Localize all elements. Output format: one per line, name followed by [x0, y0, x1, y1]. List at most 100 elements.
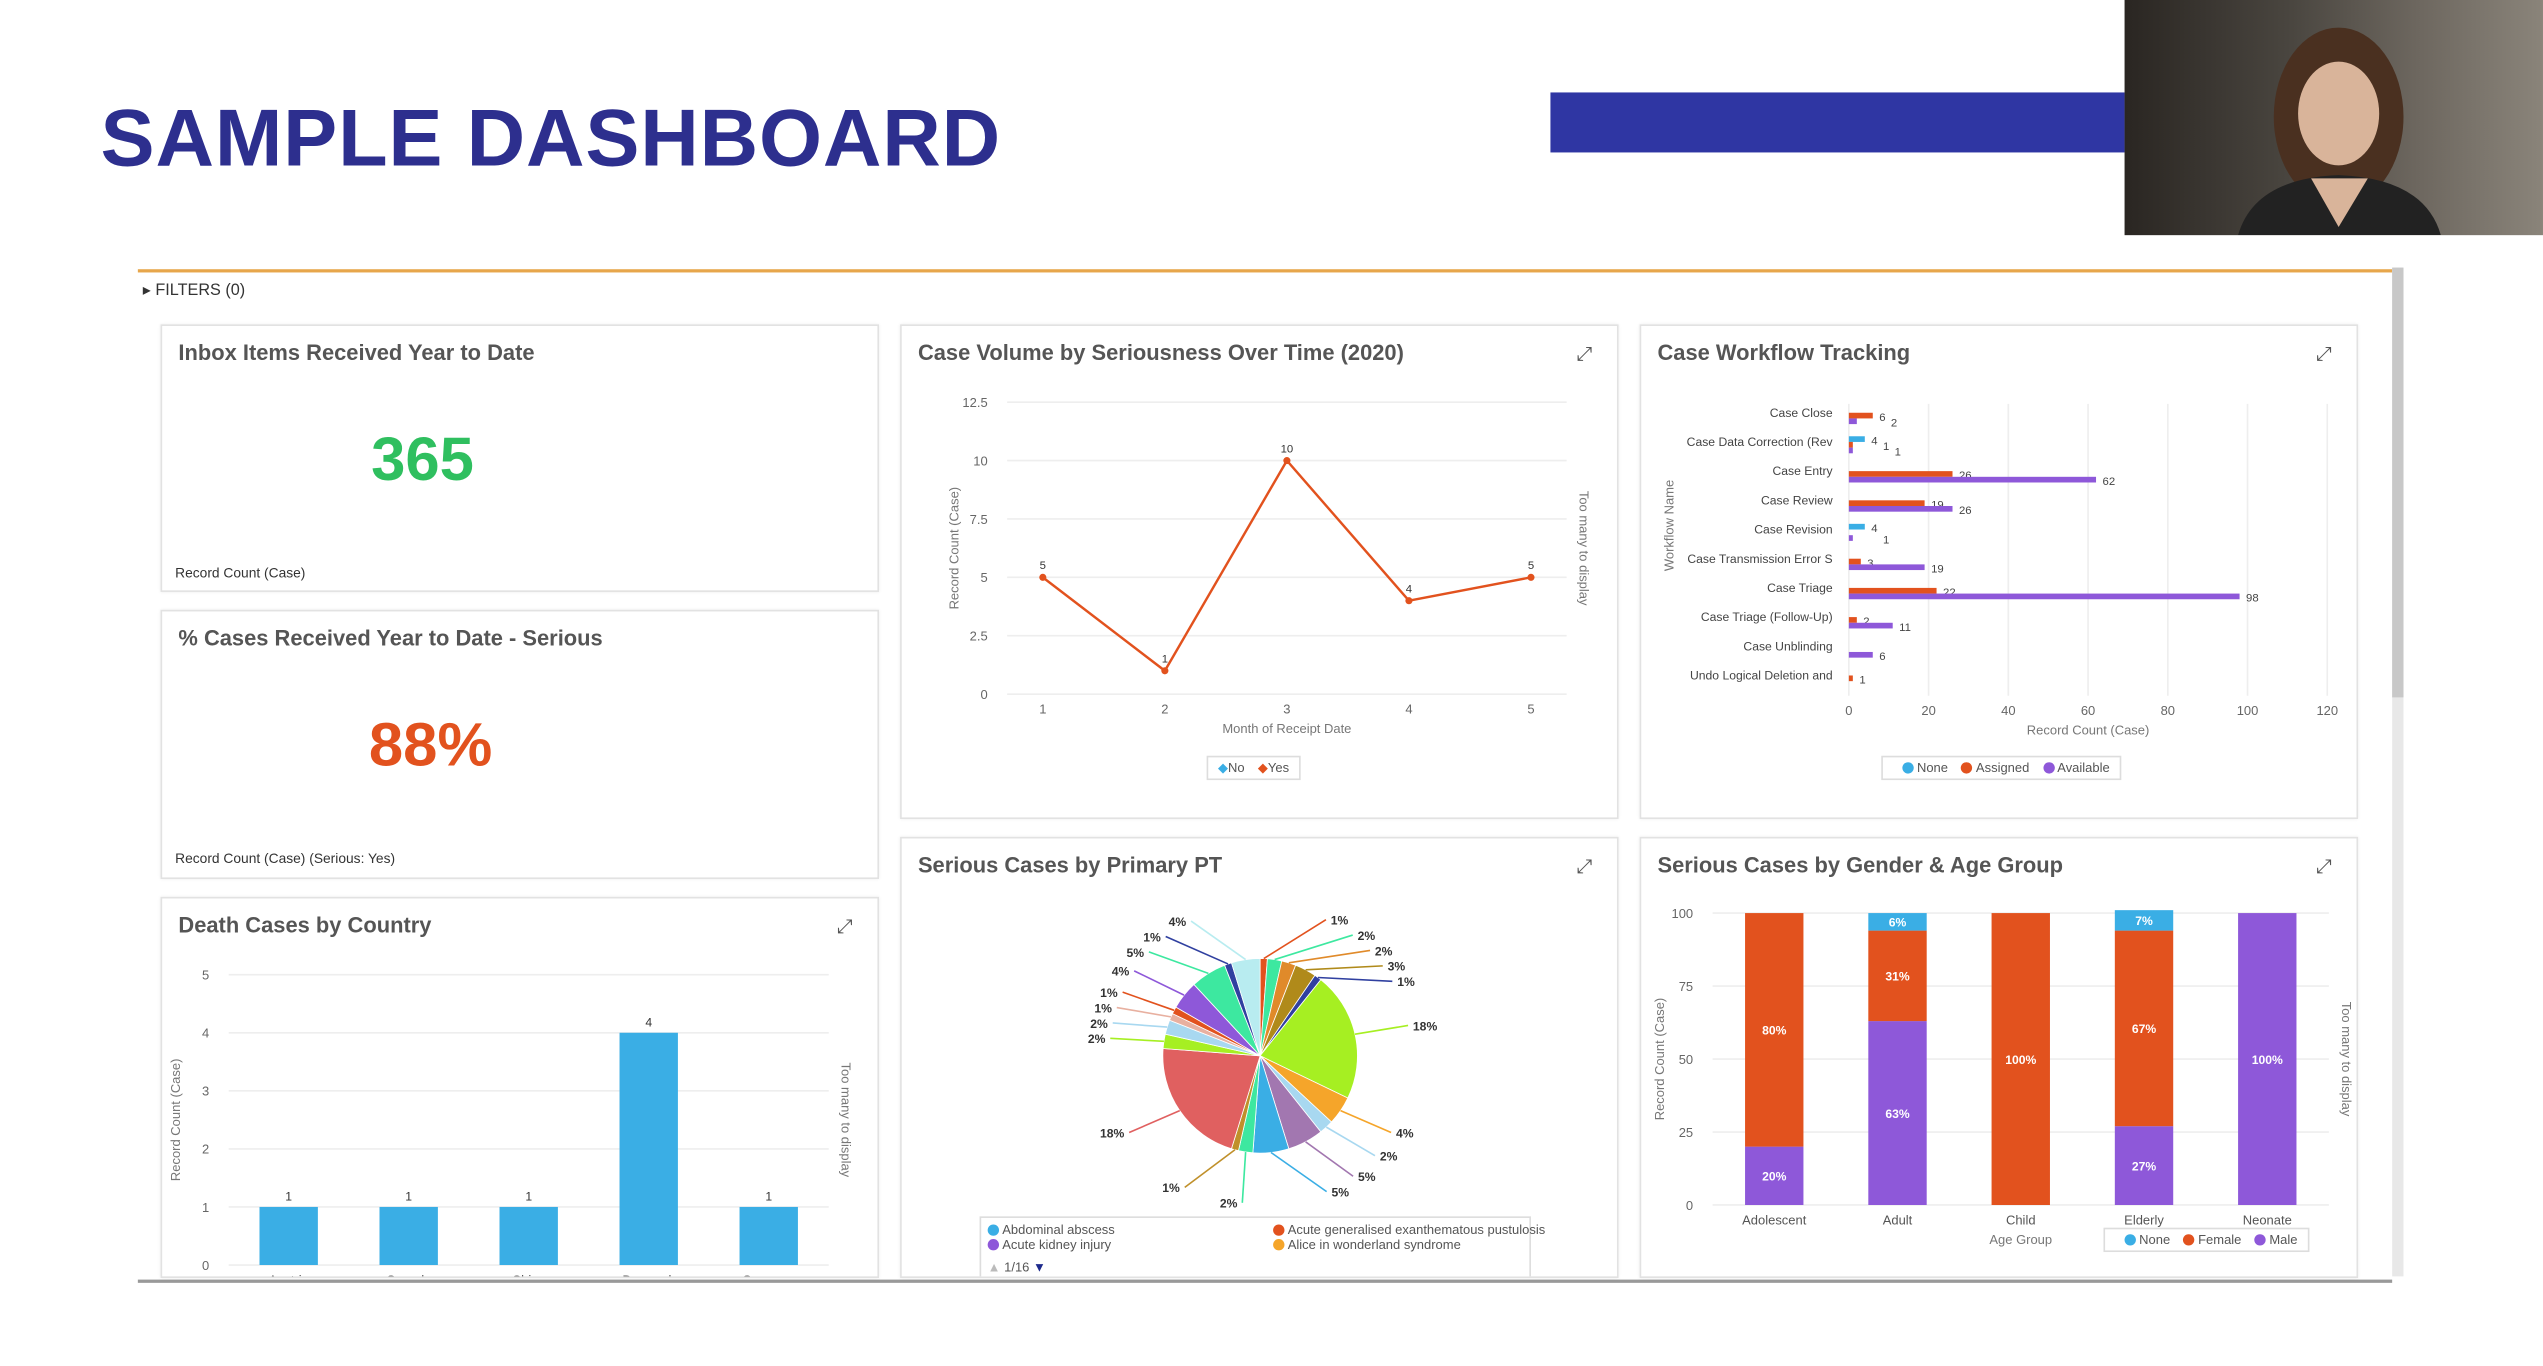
legend-item[interactable]: Available [2057, 760, 2110, 776]
slice-label: 2% [1220, 1197, 1238, 1211]
legend-item[interactable]: Acute generalised exanthematous pustulos… [1273, 1223, 1545, 1237]
diamond-icon: ◆ [1217, 760, 1228, 776]
scrollbar-thumb[interactable] [2392, 267, 2404, 698]
legend-item[interactable]: None [1916, 760, 1948, 776]
legend-item[interactable]: Female [2198, 1232, 2242, 1248]
card-title: Case Workflow Tracking [1657, 340, 1911, 365]
slice-label: 2% [1088, 1032, 1106, 1046]
leader-line [1270, 1151, 1328, 1193]
legend-item[interactable]: Yes [1267, 760, 1290, 776]
slice-label: 2% [1090, 1017, 1108, 1031]
bar [1848, 500, 1925, 507]
diamond-icon: ◆ [1257, 760, 1268, 776]
x-tick-label: 5 [1527, 702, 1534, 717]
chart-card-pt: Serious Cases by Primary PT ⤢ 1% 2% 2% 3% 1%… [900, 836, 1619, 1278]
side-note: Too many to display [2339, 1002, 2354, 1117]
y-tick-label: 0 [202, 1258, 209, 1273]
data-label: 1 [1162, 654, 1168, 666]
y-tick-label: 2 [202, 1142, 209, 1157]
x-tick-label: 3 [1283, 702, 1290, 717]
kpi-card-serious: % Cases Received Year to Date - Serious … [160, 609, 880, 880]
dashboard-frame [137, 269, 2393, 1283]
expand-icon[interactable]: ⤢ [1576, 342, 1593, 365]
y-tick-label: Undo Logical Deletion and [1690, 669, 1833, 683]
chart-legend: None Female Male [2103, 1227, 2309, 1253]
x-tick-label: Neonate [2243, 1212, 2292, 1227]
slice-label: 18% [1100, 1126, 1125, 1140]
y-tick-label: Case Triage (Follow-Up) [1701, 610, 1833, 624]
y-tick-label: Case Unblinding [1743, 639, 1832, 653]
legend-item[interactable]: No [1227, 760, 1245, 776]
slice-label: 4% [1169, 915, 1187, 929]
legend-item[interactable]: Alice in wonderland syndrome [1273, 1237, 1461, 1252]
scrollbar[interactable] [2392, 267, 2404, 1277]
chart-card-death: Death Cases by Country ⤢ 0 1 2 3 4 5 Record Co… [160, 896, 880, 1278]
data-label: 2 [1891, 418, 1897, 430]
data-label: 98 [2246, 593, 2259, 605]
x-tick-label: Canada [386, 1272, 432, 1278]
expand-icon[interactable]: ⤢ [2316, 342, 2332, 365]
slice-label: 2% [1380, 1150, 1398, 1164]
slice-label: 1% [1162, 1181, 1180, 1195]
x-tick-label: 4 [1405, 702, 1412, 717]
side-note: Too many to display [1577, 491, 1592, 606]
bar [1848, 436, 1865, 442]
y-tick-label: 100 [1672, 906, 1694, 921]
bar [1848, 558, 1861, 565]
bar [1848, 441, 1853, 448]
kpi-value: 365 [371, 426, 474, 495]
x-tick-label: 60 [2081, 703, 2095, 718]
slice-label: 2% [1375, 944, 1393, 958]
expand-icon[interactable]: ⤢ [1576, 854, 1593, 878]
bar-segment [1991, 913, 2050, 1205]
leader-line [1274, 934, 1353, 961]
legend-dot [2042, 762, 2055, 774]
data-label: 67% [2132, 1022, 2157, 1036]
card-title: Serious Cases by Gender & Age Group [1657, 853, 2064, 878]
y-tick-label: Case Review [1761, 493, 1833, 507]
expand-icon[interactable]: ⤢ [2316, 854, 2332, 878]
data-label: 26 [1959, 470, 1972, 482]
leader-line [1165, 935, 1229, 965]
slice-label: 3% [1388, 960, 1406, 974]
bar-segment [1745, 1146, 1804, 1205]
legend-item[interactable]: Male [2269, 1232, 2298, 1248]
y-tick-label: 12.5 [962, 395, 987, 410]
pager-up-icon[interactable]: ▲ [987, 1260, 1001, 1275]
pager-down-icon[interactable]: ▼ [1033, 1260, 1046, 1275]
legend-item[interactable]: None [2139, 1232, 2171, 1248]
legend-dot [1273, 1239, 1285, 1251]
bar [1848, 617, 1857, 623]
data-label: 80% [1762, 1024, 1787, 1038]
data-label: 5 [1528, 560, 1534, 572]
leader-line [1116, 1006, 1172, 1018]
x-tick-label: Denmark [622, 1272, 675, 1278]
data-label: 1 [1859, 675, 1865, 687]
y-tick-label: 10 [973, 453, 987, 468]
legend-item[interactable]: Abdominal abscess [987, 1223, 1115, 1237]
data-label: 4 [1406, 584, 1412, 596]
data-point [1161, 667, 1169, 675]
legend-item[interactable]: Acute kidney injury [987, 1237, 1112, 1253]
pie-slice [1162, 1048, 1261, 1150]
bar [1848, 535, 1853, 541]
legend-dot [2254, 1234, 2267, 1246]
bar [1848, 506, 1953, 512]
data-label: 1 [285, 1189, 292, 1203]
y-tick-label: 3 [202, 1084, 209, 1099]
volume-chart: 0 2.5 5 7.5 10 12.5 Record Count (Case) Too man… [946, 395, 1592, 736]
leader-line [1184, 1149, 1236, 1189]
slice-label: 2% [1358, 929, 1376, 943]
bar [1848, 651, 1873, 658]
data-label: 1 [525, 1189, 532, 1203]
data-label: 1 [1883, 534, 1889, 546]
legend-item[interactable]: Assigned [1975, 760, 2030, 776]
data-label: 4 [645, 1015, 652, 1029]
y-axis-label: Record Count (Case) [1652, 998, 1667, 1121]
workflow-chart: 0 20 40 60 80 100 120 Record Count (Case) Workfl… [1662, 403, 2338, 738]
legend-dot [2124, 1234, 2136, 1246]
leader-line [1128, 1109, 1181, 1134]
expand-icon[interactable]: ⤢ [837, 914, 853, 938]
legend-label: Acute kidney injury [1002, 1237, 1112, 1253]
filters-toggle[interactable]: ▸ FILTERS (0) [143, 282, 246, 300]
